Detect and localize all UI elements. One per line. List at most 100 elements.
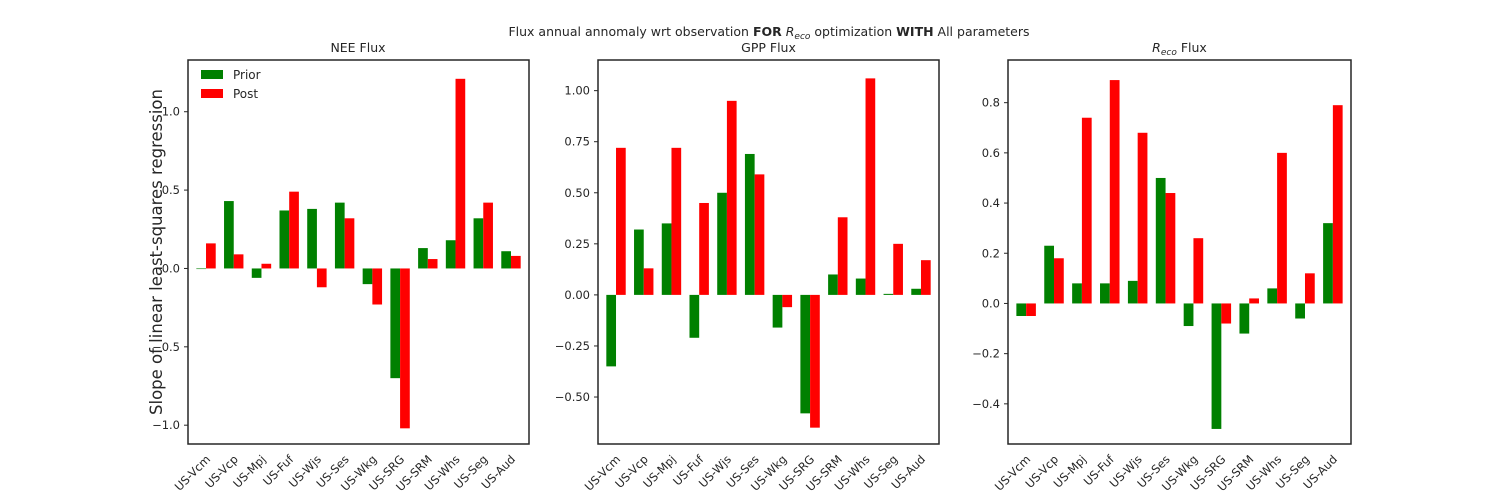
gpp-bar-post-us-vcm bbox=[616, 147, 626, 295]
nee-bar-post-us-wkg bbox=[372, 268, 383, 305]
gpp-bar-prior-us-seg bbox=[883, 293, 894, 295]
gpp-bar-post-us-wjs bbox=[726, 100, 737, 295]
reco-ytick-label: 0.6 bbox=[982, 146, 1000, 160]
gpp-ytick-label: 0.50 bbox=[564, 186, 590, 200]
reco-bar-prior-us-srg bbox=[1211, 303, 1222, 429]
reco-ytick-label: 0.8 bbox=[982, 96, 1000, 110]
reco-bar-post-us-ses bbox=[1165, 193, 1176, 304]
nee-bar-prior-us-ses bbox=[334, 202, 345, 269]
gpp-bar-prior-us-ses bbox=[744, 153, 755, 295]
gpp-bar-prior-us-vcm bbox=[606, 294, 617, 367]
legend-prior-label: Prior bbox=[233, 68, 261, 82]
nee-ytick-label: 0.5 bbox=[162, 183, 180, 197]
gpp-axes-frame bbox=[597, 59, 940, 445]
reco-axes-frame bbox=[1007, 59, 1352, 445]
reco-ytick-label: 0.4 bbox=[982, 196, 1000, 210]
reco-bar-post-us-aud bbox=[1332, 105, 1343, 304]
panel-gpp-title: GPP Flux bbox=[741, 40, 796, 55]
gpp-ytick-label: 0.75 bbox=[564, 135, 590, 149]
gpp-bar-post-us-whs bbox=[865, 78, 876, 295]
nee-bar-prior-us-srm bbox=[418, 248, 428, 269]
nee-bar-prior-us-fuf bbox=[279, 210, 290, 269]
gpp-bar-prior-us-fuf bbox=[689, 294, 700, 338]
reco-ytick-label: −0.2 bbox=[972, 347, 1000, 361]
y-axis-label: Slope of linear least-squares regression bbox=[147, 89, 166, 415]
reco-bar-prior-us-wjs bbox=[1127, 280, 1138, 304]
nee-bar-prior-us-srg bbox=[390, 268, 401, 379]
gpp-bar-prior-us-wjs bbox=[717, 192, 727, 295]
nee-bar-prior-us-vcm bbox=[196, 268, 207, 270]
gpp-ytick-label: −0.25 bbox=[555, 339, 590, 353]
panel-reco-title: Reco Flux bbox=[1152, 40, 1207, 58]
reco-bar-post-us-whs bbox=[1277, 152, 1287, 304]
nee-ytick-label: −1.0 bbox=[152, 418, 180, 432]
reco-bar-prior-us-vcm bbox=[1016, 303, 1027, 316]
legend: Prior Post bbox=[201, 68, 261, 101]
nee-bar-post-us-ses bbox=[344, 218, 355, 269]
reco-bar-prior-us-wkg bbox=[1183, 303, 1194, 327]
nee-bar-post-us-seg bbox=[483, 202, 493, 269]
panel-nee-title: NEE Flux bbox=[330, 40, 385, 55]
reco-bar-prior-us-seg bbox=[1295, 303, 1305, 319]
reco-bar-post-us-mpj bbox=[1081, 117, 1092, 304]
gpp-ytick-label: 0.25 bbox=[564, 237, 590, 251]
nee-bar-post-us-whs bbox=[455, 78, 466, 269]
nee-bar-post-us-wjs bbox=[316, 268, 327, 288]
figure-suptitle: Flux annual annomaly wrt observation FOR… bbox=[508, 24, 1029, 42]
gpp-ytick-label: 0.00 bbox=[564, 288, 590, 302]
reco-ytick-label: 0.2 bbox=[982, 246, 1000, 260]
gpp-bar-post-us-vcp bbox=[643, 268, 654, 295]
legend-post-swatch bbox=[201, 89, 223, 98]
nee-bar-post-us-fuf bbox=[289, 191, 299, 269]
nee-bar-prior-us-whs bbox=[445, 240, 456, 269]
nee-ytick-label: −0.5 bbox=[152, 340, 180, 354]
reco-bar-prior-us-vcp bbox=[1044, 245, 1055, 304]
nee-ytick-label: 0.0 bbox=[162, 261, 180, 275]
nee-axes-frame bbox=[187, 59, 530, 445]
gpp-bar-prior-us-srg bbox=[800, 294, 811, 414]
gpp-bar-prior-us-mpj bbox=[661, 223, 672, 295]
reco-bar-post-us-seg bbox=[1304, 273, 1315, 304]
gpp-ytick-label: −0.50 bbox=[555, 390, 590, 404]
reco-ytick-label: 0.0 bbox=[982, 296, 1000, 310]
reco-bar-post-us-srm bbox=[1249, 298, 1259, 304]
gpp-bar-post-us-fuf bbox=[699, 202, 709, 295]
nee-bar-post-us-vcm bbox=[206, 243, 216, 269]
reco-bar-prior-us-whs bbox=[1267, 288, 1278, 304]
reco-ytick-label: −0.4 bbox=[972, 397, 1000, 411]
reco-bar-prior-us-srm bbox=[1239, 303, 1250, 334]
gpp-bar-prior-us-aud bbox=[911, 288, 921, 295]
gpp-bar-prior-us-vcp bbox=[634, 229, 644, 295]
nee-bar-post-us-mpj bbox=[261, 263, 272, 269]
gpp-bar-post-us-wkg bbox=[782, 294, 793, 308]
nee-bar-post-us-srm bbox=[427, 259, 438, 269]
gpp-bar-post-us-mpj bbox=[671, 147, 682, 295]
reco-bar-post-us-vcm bbox=[1026, 303, 1036, 316]
gpp-ytick-label: 1.00 bbox=[564, 84, 590, 98]
legend-post-label: Post bbox=[233, 87, 258, 101]
legend-prior-swatch bbox=[201, 70, 223, 79]
reco-bar-post-us-fuf bbox=[1109, 80, 1120, 304]
nee-bar-post-us-srg bbox=[400, 268, 410, 429]
reco-bar-prior-us-mpj bbox=[1072, 283, 1082, 304]
nee-bar-post-us-aud bbox=[510, 255, 521, 269]
nee-bar-post-us-vcp bbox=[233, 254, 244, 269]
reco-bar-post-us-wjs bbox=[1137, 132, 1148, 304]
nee-ytick-label: 1.0 bbox=[162, 105, 180, 119]
gpp-bar-post-us-srm bbox=[837, 217, 848, 295]
gpp-bar-post-us-ses bbox=[754, 174, 765, 295]
reco-bar-post-us-vcp bbox=[1054, 258, 1064, 304]
nee-bar-prior-us-wjs bbox=[307, 208, 317, 269]
nee-bar-prior-us-seg bbox=[473, 218, 484, 269]
gpp-bar-prior-us-whs bbox=[855, 278, 866, 295]
gpp-bar-prior-us-srm bbox=[828, 274, 838, 295]
reco-bar-prior-us-ses bbox=[1155, 177, 1166, 304]
gpp-bar-post-us-aud bbox=[920, 260, 931, 295]
reco-bar-post-us-wkg bbox=[1193, 238, 1204, 304]
nee-bar-prior-us-mpj bbox=[251, 268, 262, 278]
gpp-bar-prior-us-wkg bbox=[772, 294, 783, 328]
gpp-bar-post-us-srg bbox=[810, 294, 820, 428]
reco-bar-post-us-srg bbox=[1221, 303, 1232, 324]
reco-bar-prior-us-aud bbox=[1323, 223, 1333, 304]
